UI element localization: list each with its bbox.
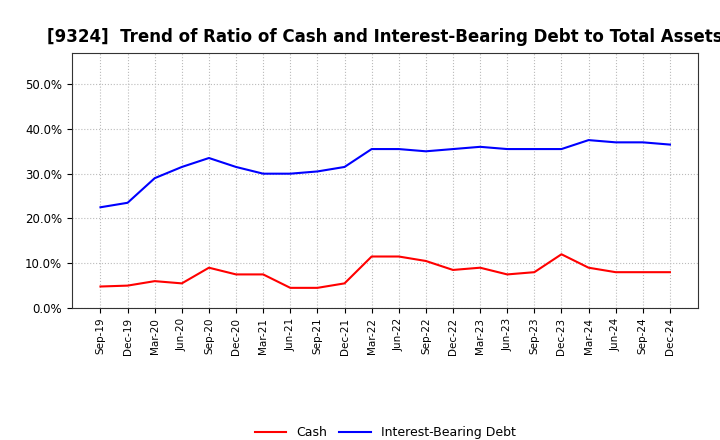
Line: Cash: Cash — [101, 254, 670, 288]
Cash — [204, 265, 213, 270]
Cash — [96, 284, 105, 289]
Cash — [476, 265, 485, 270]
Interest-Bearing Debt — [313, 169, 322, 174]
Cash — [503, 272, 511, 277]
Interest-Bearing Debt — [150, 176, 159, 181]
Cash — [232, 272, 240, 277]
Interest-Bearing Debt — [395, 147, 403, 152]
Interest-Bearing Debt — [476, 144, 485, 150]
Interest-Bearing Debt — [584, 137, 593, 143]
Interest-Bearing Debt — [611, 140, 620, 145]
Interest-Bearing Debt — [530, 147, 539, 152]
Interest-Bearing Debt — [123, 200, 132, 205]
Line: Interest-Bearing Debt: Interest-Bearing Debt — [101, 140, 670, 207]
Cash — [286, 285, 294, 290]
Interest-Bearing Debt — [178, 164, 186, 169]
Cash — [639, 270, 647, 275]
Interest-Bearing Debt — [259, 171, 268, 176]
Cash — [178, 281, 186, 286]
Cash — [395, 254, 403, 259]
Interest-Bearing Debt — [96, 205, 105, 210]
Cash — [584, 265, 593, 270]
Interest-Bearing Debt — [286, 171, 294, 176]
Interest-Bearing Debt — [449, 147, 457, 152]
Cash — [665, 270, 674, 275]
Cash — [259, 272, 268, 277]
Interest-Bearing Debt — [204, 155, 213, 161]
Cash — [421, 258, 430, 264]
Interest-Bearing Debt — [639, 140, 647, 145]
Title: [9324]  Trend of Ratio of Cash and Interest-Bearing Debt to Total Assets: [9324] Trend of Ratio of Cash and Intere… — [48, 28, 720, 46]
Cash — [341, 281, 349, 286]
Interest-Bearing Debt — [503, 147, 511, 152]
Legend: Cash, Interest-Bearing Debt: Cash, Interest-Bearing Debt — [250, 422, 521, 440]
Interest-Bearing Debt — [232, 164, 240, 169]
Interest-Bearing Debt — [421, 149, 430, 154]
Cash — [557, 252, 566, 257]
Interest-Bearing Debt — [665, 142, 674, 147]
Cash — [530, 270, 539, 275]
Cash — [367, 254, 376, 259]
Cash — [150, 279, 159, 284]
Interest-Bearing Debt — [557, 147, 566, 152]
Interest-Bearing Debt — [367, 147, 376, 152]
Interest-Bearing Debt — [341, 164, 349, 169]
Cash — [313, 285, 322, 290]
Cash — [611, 270, 620, 275]
Cash — [449, 268, 457, 273]
Cash — [123, 283, 132, 288]
